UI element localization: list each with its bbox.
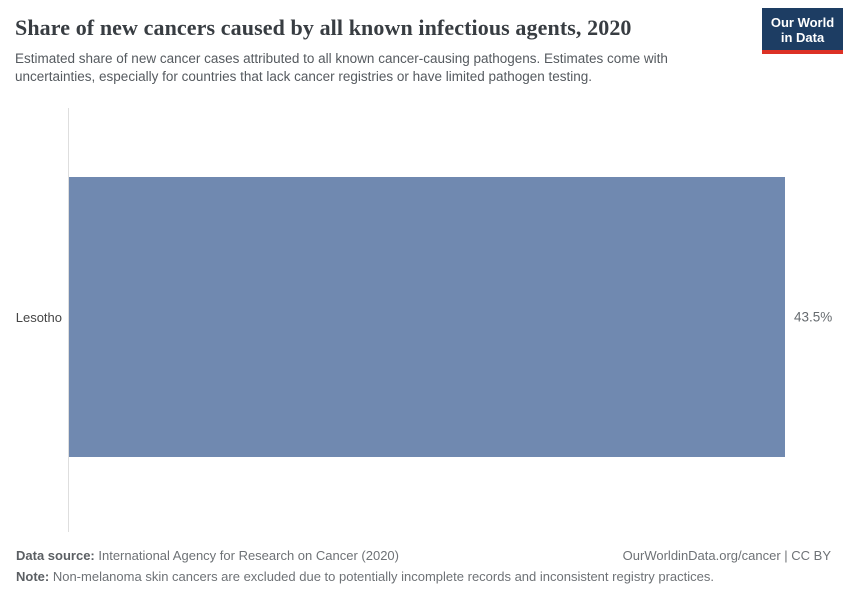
chart-title: Share of new cancers caused by all known… — [15, 15, 632, 40]
y-axis-line — [68, 108, 69, 532]
note-label: Note: — [16, 569, 50, 584]
chart-footer: Data source: International Agency for Re… — [16, 548, 831, 585]
owid-logo-line2: in Data — [780, 30, 825, 45]
owid-logo[interactable]: Our World in Data — [762, 8, 843, 54]
owid-logo-line1: Our World — [770, 15, 835, 30]
data-source-line: Data source: International Agency for Re… — [16, 548, 399, 564]
note-line: Note: Non-melanoma skin cancers are excl… — [16, 569, 831, 585]
entity-label-lesotho: Lesotho — [15, 309, 62, 325]
value-label-lesotho: 43.5% — [794, 309, 833, 325]
bar-lesotho[interactable] — [69, 177, 785, 457]
data-source-label: Data source: — [16, 548, 95, 563]
note-text: Non-melanoma skin cancers are excluded d… — [49, 569, 714, 584]
chart-header: Share of new cancers caused by all known… — [15, 15, 755, 85]
data-source-text: International Agency for Research on Can… — [94, 548, 399, 563]
license-link[interactable]: OurWorldinData.org/cancer | CC BY — [622, 548, 831, 563]
chart-subtitle: Estimated share of new cancer cases attr… — [15, 51, 668, 84]
bars-region: 43.5% — [69, 177, 832, 457]
